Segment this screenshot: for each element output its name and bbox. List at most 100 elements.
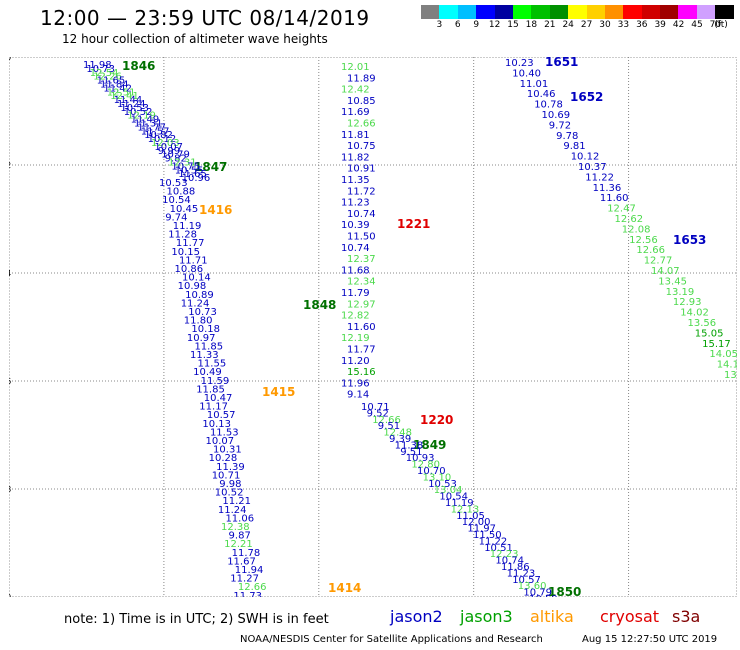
wave-height-value: 10.97 xyxy=(187,333,216,344)
legend-cryosat: cryosat xyxy=(600,607,660,626)
wave-height-value: 12.66 xyxy=(238,582,267,593)
wave-height-value: 11.27 xyxy=(230,574,259,585)
scale-tick-label: 70 xyxy=(709,20,722,30)
legend-jason3: jason3 xyxy=(460,607,513,626)
wave-height-value: 13.19 xyxy=(666,287,695,298)
wave-height-value: 11.42 xyxy=(103,83,132,94)
wave-height-value: 11.77 xyxy=(176,238,205,249)
legend-altika: altika xyxy=(530,607,574,626)
orbit-pass-label: 1652 xyxy=(570,90,603,104)
wave-height-value: 11.97 xyxy=(467,524,496,535)
scale-swatch xyxy=(568,5,587,19)
wave-height-value: 9.74 xyxy=(165,212,187,223)
scale-tick-label: 30 xyxy=(599,20,611,30)
wave-height-value: 13.04 xyxy=(434,485,463,496)
wave-height-value: 11.33 xyxy=(190,350,219,361)
wave-height-value: 13.10 xyxy=(423,472,452,483)
scale-tick-label: 42 xyxy=(672,20,685,30)
scale-swatch xyxy=(623,5,642,19)
orbit-pass-label: 1847 xyxy=(194,160,227,174)
wave-height-value: 10.47 xyxy=(204,393,233,404)
orbit-pass-label: 1848 xyxy=(303,298,336,312)
wave-height-value: 10.07 xyxy=(206,436,235,447)
wave-height-value: 10.28 xyxy=(209,453,238,464)
wave-height-value: 9.51 xyxy=(400,447,422,458)
wave-height-value: 11.82 xyxy=(341,152,370,163)
wave-height-value: 12.93 xyxy=(673,297,702,308)
wave-height-value: 10.57 xyxy=(512,575,541,586)
scale-swatch xyxy=(586,5,605,19)
latitude-label: 48 xyxy=(9,485,11,494)
wave-height-value: 10.52 xyxy=(215,488,244,499)
wave-height-value: 10.52 xyxy=(124,107,153,118)
wave-height-value: 11.20 xyxy=(341,356,370,367)
color-scale-labels: 3 6 9 12 15 18 21 24 27 30 33 36 39 42 45 70 (ft) xyxy=(421,20,728,34)
wave-height-value: 10.71 xyxy=(361,402,390,413)
wave-height-value: 11.98 xyxy=(83,60,112,71)
wave-height-value: 11.65 xyxy=(97,76,126,87)
scale-tick-label: 36 xyxy=(636,20,648,30)
wave-height-value: 11.28 xyxy=(168,230,197,241)
wave-height-value: 11.01 xyxy=(520,79,549,90)
map-title: 12:00 — 23:59 UTC 08/14/2019 xyxy=(40,6,370,30)
wave-height-value: 11.19 xyxy=(173,221,202,232)
wave-height-value: 11.24 xyxy=(218,505,247,516)
wave-height-value: 11.80 xyxy=(184,316,213,327)
wave-height-value: 10.93 xyxy=(406,453,435,464)
wave-height-value: 13.45 xyxy=(658,276,687,287)
wave-height-value: 9.72 xyxy=(549,120,571,131)
wave-height-value: 9.81 xyxy=(563,141,585,152)
wave-height-value: 10.73 xyxy=(188,307,217,318)
wave-height-value: 11.24 xyxy=(181,298,210,309)
wave-height-value: 10.74 xyxy=(341,243,370,254)
wave-height-value: 11.73 xyxy=(233,591,262,597)
wave-height-value: 10.79 xyxy=(161,150,190,161)
orbit-pass-label: 1221 xyxy=(397,217,430,231)
wave-height-value: 10.07 xyxy=(154,142,183,153)
latitude-label: 40 xyxy=(9,57,11,62)
map-border xyxy=(9,57,737,597)
wave-height-value: 10.39 xyxy=(341,220,370,231)
wave-height-value: 11.96 xyxy=(341,378,370,389)
footer-credit: NOAA/NESDIS Center for Satellite Applica… xyxy=(240,634,543,645)
wave-height-value: 10.89 xyxy=(185,290,214,301)
wave-height-value: 12.01 xyxy=(341,62,370,73)
wave-height-value: 15.05 xyxy=(695,328,724,339)
wave-height-value: 10.12 xyxy=(571,152,600,163)
color-scale xyxy=(421,5,734,19)
wave-height-value: 11.57 xyxy=(141,126,170,137)
wave-height-value: 11.23 xyxy=(341,198,370,209)
scale-tick-label: 39 xyxy=(654,20,666,30)
wave-height-value: 12.47 xyxy=(607,204,636,215)
map-subtitle: 12 hour collection of altimeter wave hei… xyxy=(62,32,328,46)
wave-height-value: 13.56 xyxy=(688,318,717,329)
legend-s3a: s3a xyxy=(672,607,701,626)
wave-height-value: 11.24 xyxy=(117,99,146,110)
wave-height-value: 10.78 xyxy=(534,100,563,111)
wave-height-value: 11.65 xyxy=(178,169,207,180)
scale-tick-label: 24 xyxy=(562,20,574,30)
wave-height-value: 11.86 xyxy=(501,562,530,573)
scale-swatch xyxy=(641,5,661,19)
scale-tick-label: 33 xyxy=(617,20,630,30)
scale-swatch xyxy=(660,5,679,19)
scale-tick-label: 15 xyxy=(507,20,519,30)
scale-swatch xyxy=(494,5,513,19)
wave-height-value: 11.22 xyxy=(479,536,508,547)
scale-swatch xyxy=(604,5,624,19)
wave-height-value: 10.59 xyxy=(529,594,558,597)
wave-height-value: 10.53 xyxy=(120,103,149,114)
wave-height-value: 12.08 xyxy=(622,224,651,235)
wave-height-value: 11.78 xyxy=(232,548,261,559)
wave-height-value: 13.60 xyxy=(518,581,547,592)
scale-tick-label: 27 xyxy=(580,20,593,30)
wave-height-value: 14.05 xyxy=(709,349,737,360)
wave-height-value: 10.69 xyxy=(542,110,571,121)
wave-height-value: 10.75 xyxy=(171,161,200,172)
wave-height-value: 10.57 xyxy=(207,410,236,421)
wave-height-value: 10.70 xyxy=(417,466,446,477)
wave-height-value: 12.62 xyxy=(615,214,644,225)
wave-height-value: 10.14 xyxy=(182,273,211,284)
wave-height-value: 11.81 xyxy=(341,130,370,141)
wave-height-value: 10.53 xyxy=(428,479,457,490)
